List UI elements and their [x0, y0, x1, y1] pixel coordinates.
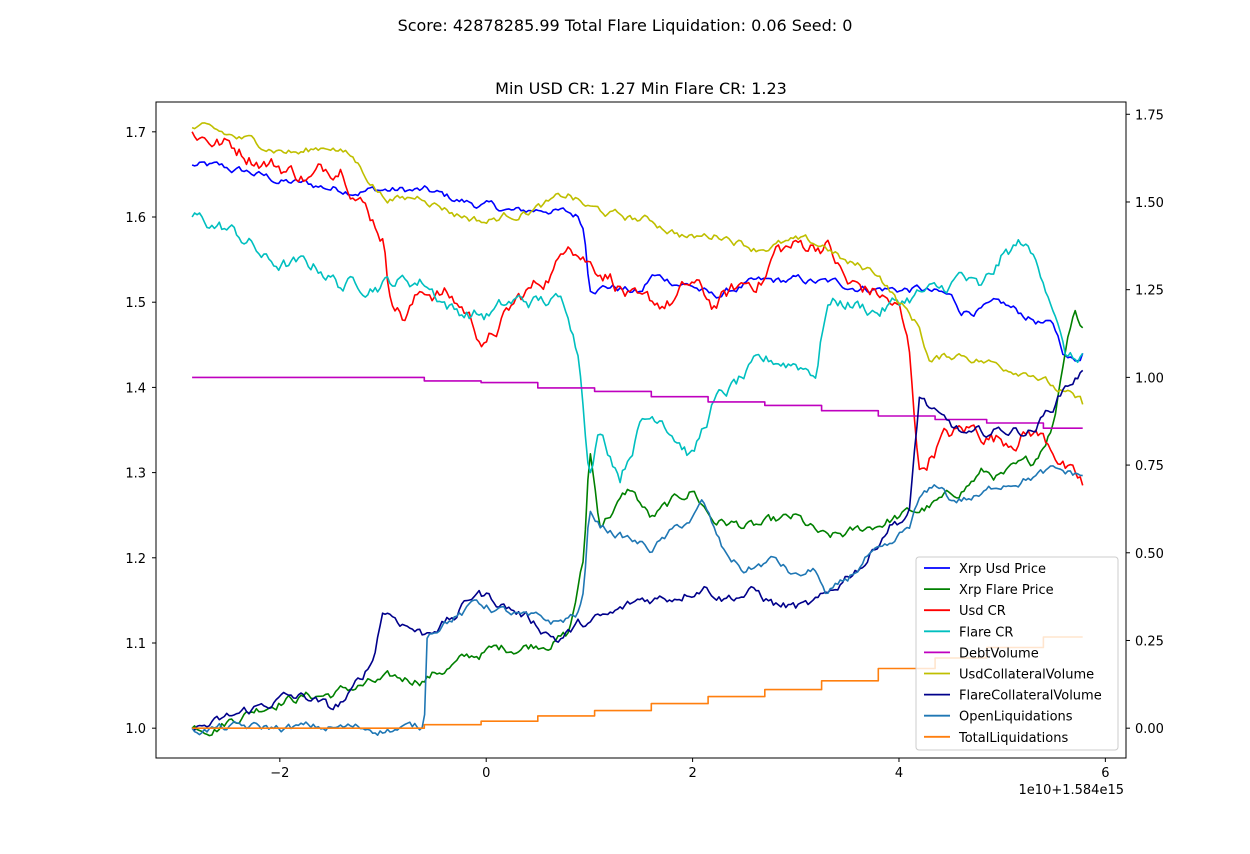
y-right-tick-label: 0.00	[1135, 722, 1164, 737]
x-tick-label: 6	[1101, 766, 1109, 781]
legend-label: FlareCollateralVolume	[959, 689, 1102, 704]
y-left-tick-label: 1.1	[125, 637, 146, 652]
y-left-tick-label: 1.2	[125, 552, 146, 567]
legend-label: Usd CR	[959, 604, 1006, 619]
y-left-tick-label: 1.6	[125, 211, 146, 226]
legend-label: TotalLiquidations	[958, 731, 1068, 746]
x-tick-label: 2	[688, 766, 696, 781]
x-tick-label: 0	[482, 766, 490, 781]
series-line-xrp-flare-price	[191, 309, 1084, 737]
y-left-tick-label: 1.5	[125, 296, 146, 311]
legend-label: Flare CR	[959, 625, 1013, 640]
series-line-openliquidations	[191, 465, 1083, 736]
legend-label: UsdCollateralVolume	[959, 668, 1094, 683]
axes-frame	[155, 101, 1127, 759]
legend: Xrp Usd Price Xrp Flare Price Usd CR Flare …	[915, 556, 1119, 751]
axes-title: Min USD CR: 1.27 Min Flare CR: 1.23	[495, 79, 787, 98]
figure-suptitle: Score: 42878285.99 Total Flare Liquidati…	[398, 16, 853, 35]
x-tick-label: −2	[270, 766, 289, 781]
y-right-tick-label: 1.00	[1135, 371, 1164, 386]
legend-label: DebtVolume	[959, 646, 1039, 661]
x-tick-label: 4	[895, 766, 903, 781]
y-right-tick-label: 0.50	[1135, 547, 1164, 562]
axis-ticks: −2 0 2 4 6 1.0 1.1 1.2 1.3 1.4 1.5 1.6 1.7 0.00 0.25 0.…	[125, 108, 1164, 781]
series-line-flare-cr	[191, 212, 1084, 484]
x-offset-label: 1e10+1.584e15	[1019, 783, 1124, 798]
series-line-debtvolume	[192, 376, 1083, 429]
y-left-tick-label: 1.3	[125, 467, 146, 482]
legend-label: OpenLiquidations	[959, 710, 1073, 725]
legend-label: Xrp Usd Price	[959, 562, 1046, 577]
y-right-tick-label: 0.25	[1135, 634, 1164, 649]
y-left-tick-label: 1.7	[125, 126, 146, 141]
series-line-usd-cr	[191, 131, 1084, 486]
series-line-usdcollateralvolume	[191, 122, 1084, 405]
legend-box	[915, 556, 1119, 751]
plot-lines	[191, 122, 1084, 737]
series-line-flarecollateralvolume	[191, 369, 1084, 731]
y-left-tick-label: 1.0	[125, 722, 146, 737]
y-right-tick-label: 0.75	[1135, 459, 1164, 474]
y-left-tick-label: 1.4	[125, 381, 146, 396]
legend-label: Xrp Flare Price	[959, 583, 1054, 598]
y-right-tick-label: 1.50	[1135, 196, 1164, 211]
y-right-tick-label: 1.25	[1135, 284, 1164, 299]
y-right-tick-label: 1.75	[1135, 108, 1164, 123]
